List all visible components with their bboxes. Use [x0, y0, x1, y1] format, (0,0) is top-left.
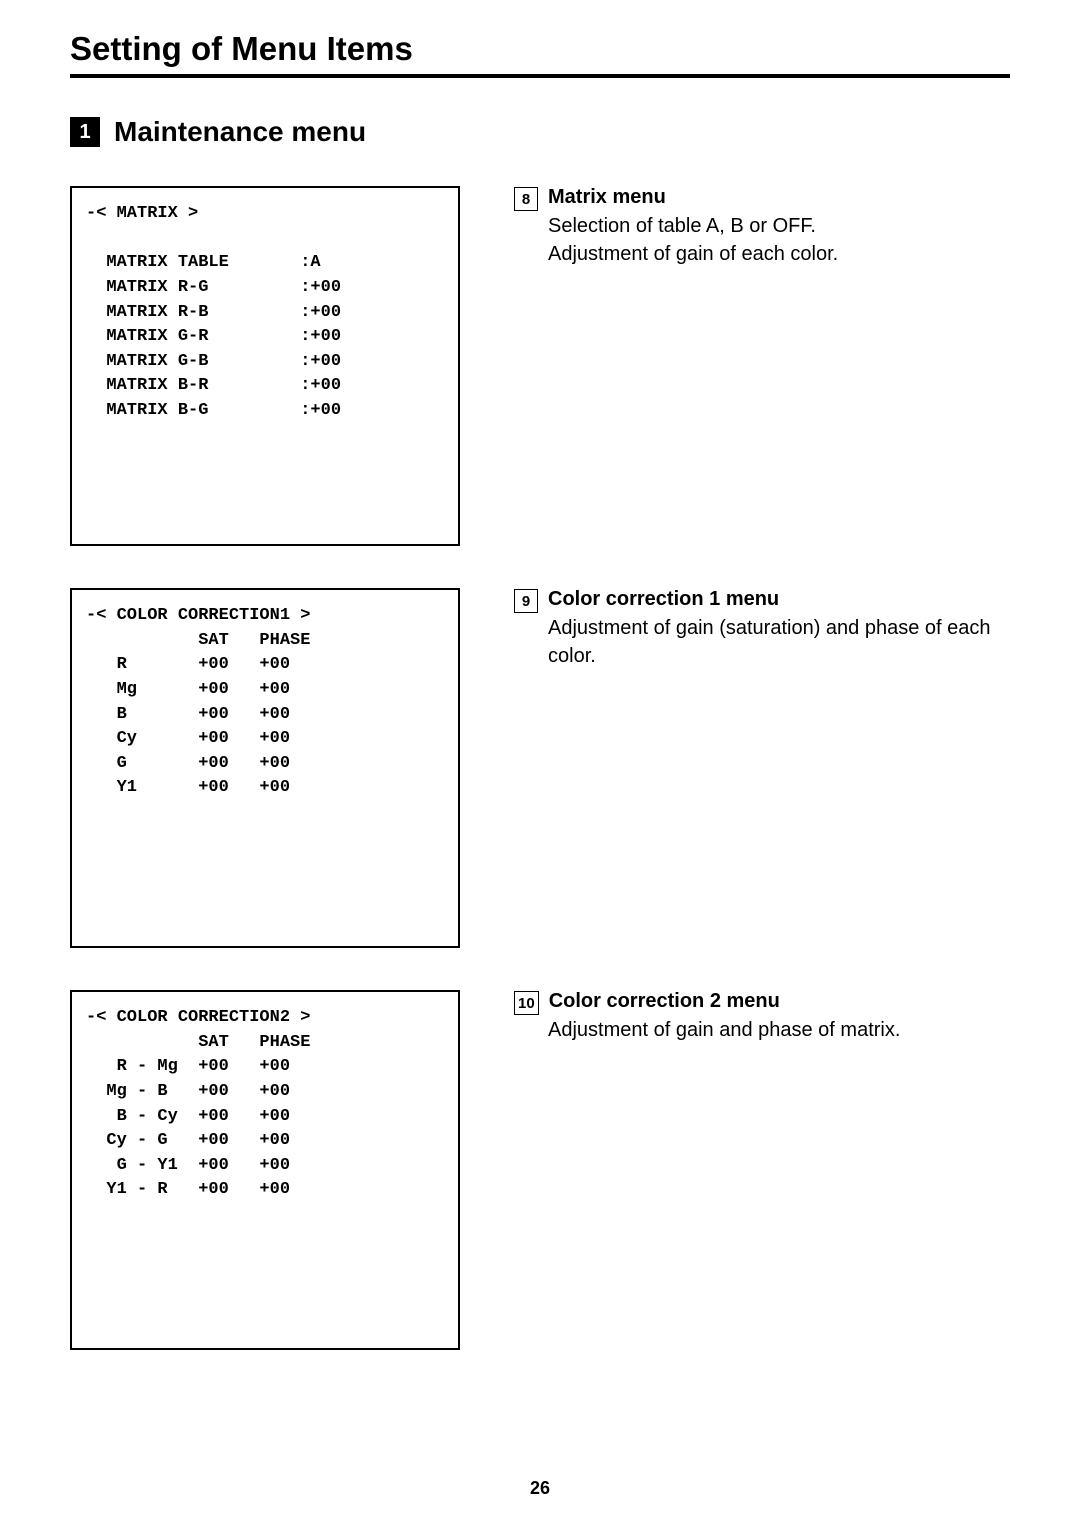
color-correction1-menu-box: -< COLOR CORRECTION1 > SAT PHASE R +00 +…: [70, 588, 460, 948]
desc-body: Adjustment of gain and phase of matrix.: [548, 1017, 1010, 1045]
page: Setting of Menu Items 1 Maintenance menu…: [0, 0, 1080, 1529]
page-title: Setting of Menu Items: [70, 30, 1010, 68]
desc-head: 8 Matrix menu: [514, 186, 1010, 211]
cc1-desc: 9 Color correction 1 menu Adjustment of …: [460, 588, 1010, 670]
desc-body: Adjustment of gain (saturation) and phas…: [548, 615, 1010, 670]
section-title: Maintenance menu: [114, 116, 366, 148]
section-heading: 1 Maintenance menu: [70, 116, 1010, 148]
item-number-box: 10: [514, 991, 539, 1015]
menu-block: -< COLOR CORRECTION2 > SAT PHASE R - Mg …: [70, 990, 1010, 1350]
matrix-desc: 8 Matrix menu Selection of table A, B or…: [460, 186, 1010, 268]
page-number: 26: [0, 1478, 1080, 1499]
title-divider: [70, 74, 1010, 78]
desc-head: 9 Color correction 1 menu: [514, 588, 1010, 613]
section-number-box: 1: [70, 117, 100, 147]
desc-title: Color correction 2 menu: [549, 990, 780, 1013]
menu-block: -< MATRIX > MATRIX TABLE :A MATRIX R-G :…: [70, 186, 1010, 546]
item-number-box: 8: [514, 187, 538, 211]
matrix-menu-box: -< MATRIX > MATRIX TABLE :A MATRIX R-G :…: [70, 186, 460, 546]
item-number-box: 9: [514, 589, 538, 613]
menu-block: -< COLOR CORRECTION1 > SAT PHASE R +00 +…: [70, 588, 1010, 948]
desc-body: Selection of table A, B or OFF.Adjustmen…: [548, 213, 1010, 268]
desc-title: Color correction 1 menu: [548, 588, 779, 611]
desc-head: 10 Color correction 2 menu: [514, 990, 1010, 1015]
cc2-desc: 10 Color correction 2 menu Adjustment of…: [460, 990, 1010, 1045]
desc-title: Matrix menu: [548, 186, 666, 209]
color-correction2-menu-box: -< COLOR CORRECTION2 > SAT PHASE R - Mg …: [70, 990, 460, 1350]
